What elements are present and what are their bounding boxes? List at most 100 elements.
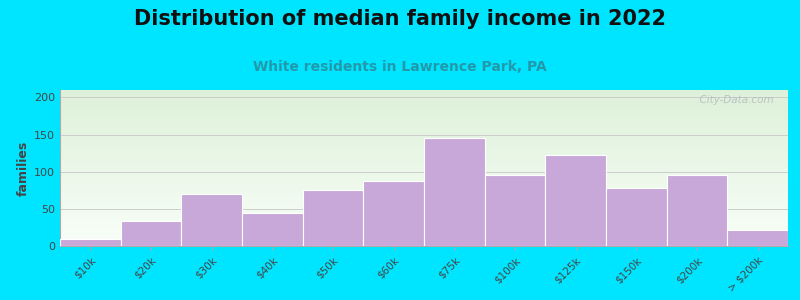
Bar	[60, 153, 788, 154]
Bar	[60, 202, 788, 203]
Bar	[60, 166, 788, 167]
Bar	[60, 124, 788, 125]
Bar	[60, 222, 788, 223]
Bar	[60, 175, 788, 176]
Bar	[60, 192, 788, 193]
Bar	[60, 211, 788, 212]
Bar	[60, 143, 788, 144]
Bar	[121, 221, 182, 246]
Bar	[60, 151, 788, 152]
Bar	[60, 229, 788, 230]
Text: City-Data.com: City-Data.com	[693, 95, 774, 105]
Bar	[60, 171, 788, 172]
Bar	[60, 136, 788, 137]
Bar	[60, 137, 788, 138]
Bar	[60, 230, 788, 231]
Bar	[60, 162, 788, 163]
Bar	[60, 122, 788, 123]
Bar	[60, 203, 788, 204]
Bar	[60, 92, 788, 93]
Bar	[60, 179, 788, 180]
Bar	[60, 237, 788, 238]
Bar	[60, 133, 788, 134]
Bar	[606, 188, 666, 246]
Bar	[60, 195, 788, 196]
Bar	[60, 141, 788, 142]
Bar	[60, 152, 788, 153]
Bar	[60, 94, 788, 95]
Bar	[60, 227, 788, 228]
Bar	[242, 213, 302, 246]
Bar	[60, 107, 788, 108]
Bar	[60, 204, 788, 205]
Bar	[60, 206, 788, 207]
Bar	[60, 178, 788, 179]
Bar	[60, 242, 788, 243]
Bar	[60, 212, 788, 213]
Bar	[60, 148, 788, 149]
Bar	[60, 224, 788, 225]
Bar	[60, 90, 788, 91]
Bar	[60, 172, 788, 173]
Bar	[60, 181, 788, 182]
Bar	[60, 163, 788, 164]
Bar	[60, 121, 788, 122]
Bar	[60, 170, 788, 171]
Bar	[60, 142, 788, 143]
Bar	[60, 131, 788, 132]
Bar	[60, 191, 788, 192]
Bar	[60, 134, 788, 135]
Bar	[60, 198, 788, 199]
Bar	[60, 186, 788, 187]
Bar	[60, 216, 788, 217]
Bar	[60, 138, 788, 139]
Bar	[60, 116, 788, 117]
Bar	[60, 174, 788, 175]
Bar	[727, 230, 788, 246]
Bar	[60, 173, 788, 174]
Bar	[60, 106, 788, 107]
Bar	[60, 165, 788, 166]
Bar	[60, 130, 788, 131]
Bar	[60, 105, 788, 106]
Bar	[60, 199, 788, 200]
Bar	[60, 154, 788, 155]
Bar	[424, 138, 485, 246]
Bar	[60, 182, 788, 183]
Bar	[60, 193, 788, 194]
Bar	[60, 115, 788, 116]
Bar	[60, 244, 788, 245]
Bar	[60, 98, 788, 99]
Bar	[60, 132, 788, 133]
Bar	[60, 180, 788, 181]
Bar	[60, 147, 788, 148]
Bar	[60, 235, 788, 236]
Bar	[60, 200, 788, 201]
Bar	[60, 223, 788, 224]
Bar	[60, 111, 788, 112]
Bar	[60, 176, 788, 177]
Bar	[60, 150, 788, 151]
Bar	[60, 243, 788, 244]
Bar	[60, 108, 788, 109]
Bar	[60, 184, 788, 185]
Bar	[60, 95, 788, 96]
Bar	[60, 217, 788, 218]
Bar	[60, 125, 788, 126]
Bar	[60, 120, 788, 121]
Bar	[60, 112, 788, 113]
Bar	[60, 156, 788, 157]
Bar	[60, 205, 788, 206]
Bar	[60, 157, 788, 158]
Bar	[60, 129, 788, 130]
Bar	[60, 209, 788, 210]
Bar	[60, 220, 788, 221]
Bar	[60, 160, 788, 161]
Bar	[182, 194, 242, 246]
Bar	[60, 226, 788, 227]
Bar	[60, 231, 788, 232]
Bar	[60, 118, 788, 119]
Bar	[60, 196, 788, 197]
Bar	[60, 117, 788, 118]
Bar	[60, 241, 788, 242]
